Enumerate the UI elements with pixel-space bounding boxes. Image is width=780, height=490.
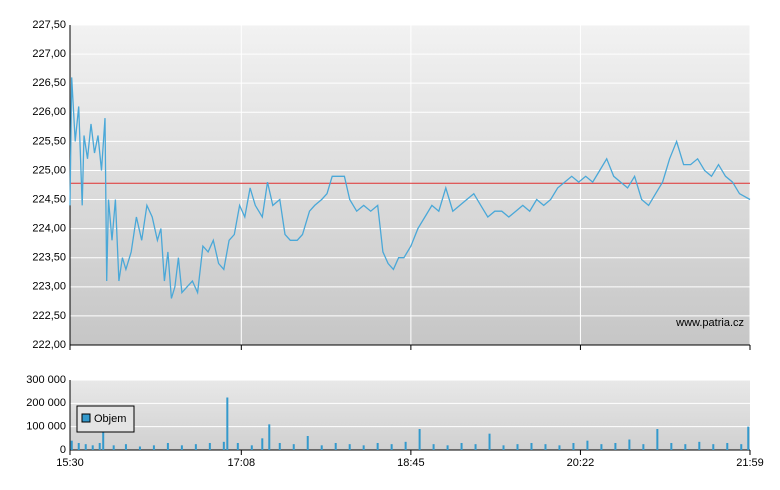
y-tick-label: 223,00 (32, 281, 66, 293)
volume-bar (628, 439, 631, 450)
volume-bar (222, 441, 225, 450)
volume-plot-bg (70, 380, 750, 450)
volume-bar (112, 445, 115, 450)
volume-bar (70, 440, 73, 450)
y-tick-label: 227,50 (32, 19, 66, 31)
volume-bar (390, 444, 393, 450)
volume-bar (432, 444, 435, 450)
volume-bar (558, 445, 561, 450)
legend-swatch (81, 413, 91, 423)
volume-bar (166, 443, 169, 450)
y-tick-label: 222,00 (32, 339, 66, 351)
x-tick-label: 18:45 (397, 457, 425, 469)
legend-label: Objem (94, 413, 126, 425)
y-tick-label: 226,50 (32, 77, 66, 89)
volume-bar (600, 444, 603, 450)
y-tick-label: 225,50 (32, 135, 66, 147)
volume-bar (502, 445, 505, 450)
volume-bar (124, 444, 127, 450)
volume-bar (261, 438, 264, 450)
volume-bar (84, 444, 87, 450)
volume-bar (180, 445, 183, 450)
x-tick-label: 17:08 (228, 457, 256, 469)
y-tick-label: 227,00 (32, 48, 66, 60)
y-tick-label: 200 000 (26, 397, 66, 409)
y-tick-label: 225,00 (32, 164, 66, 176)
volume-bar (91, 445, 94, 450)
volume-bar (418, 429, 421, 450)
volume-bar (138, 446, 141, 450)
volume-bar (614, 443, 617, 450)
price-line (69, 77, 751, 299)
volume-bar (572, 443, 575, 450)
volume-bar (250, 445, 253, 450)
volume-bar (586, 440, 589, 450)
y-tick-label: 222,50 (32, 310, 66, 322)
volume-bar (152, 445, 155, 450)
volume-bar (226, 397, 229, 450)
x-tick-label: 20:22 (567, 457, 595, 469)
volume-bar (642, 444, 645, 450)
volume-bar (516, 444, 519, 450)
volume-bar (404, 441, 407, 450)
volume-bar (530, 443, 533, 450)
volume-bar (488, 433, 491, 450)
x-tick-label: 15:30 (56, 457, 84, 469)
y-tick-label: 0 (60, 444, 66, 456)
volume-bar (292, 444, 295, 450)
y-tick-label: 224,00 (32, 223, 66, 235)
volume-bar (670, 443, 673, 450)
y-tick-label: 226,00 (32, 106, 66, 118)
y-tick-label: 224,50 (32, 193, 66, 205)
volume-bar (460, 443, 463, 450)
volume-bar (740, 444, 743, 450)
y-tick-label: 100 000 (26, 421, 66, 433)
y-tick-label: 223,50 (32, 252, 66, 264)
volume-bar (712, 444, 715, 450)
volume-bar (320, 445, 323, 450)
volume-bar (726, 443, 729, 450)
volume-bar (544, 444, 547, 450)
volume-bar (334, 443, 337, 450)
volume-bar (194, 444, 197, 450)
volume-bar (306, 436, 309, 450)
volume-bar (446, 445, 449, 450)
y-tick-label: 300 000 (26, 374, 66, 386)
volume-bar (698, 441, 701, 450)
volume-bar (102, 429, 105, 450)
volume-bar (208, 443, 211, 450)
volume-bar (98, 443, 101, 450)
volume-bar (362, 445, 365, 450)
volume-bar (348, 444, 351, 450)
volume-bar (656, 429, 659, 450)
volume-bar (77, 443, 80, 450)
watermark: www.patria.cz (675, 317, 744, 329)
volume-bar (376, 443, 379, 450)
x-tick-label: 21:59 (736, 457, 764, 469)
volume-bar (236, 443, 239, 450)
volume-bar (268, 424, 271, 450)
volume-bar (684, 444, 687, 450)
volume-bar (278, 443, 281, 450)
volume-bar (474, 444, 477, 450)
volume-bar (747, 426, 750, 450)
